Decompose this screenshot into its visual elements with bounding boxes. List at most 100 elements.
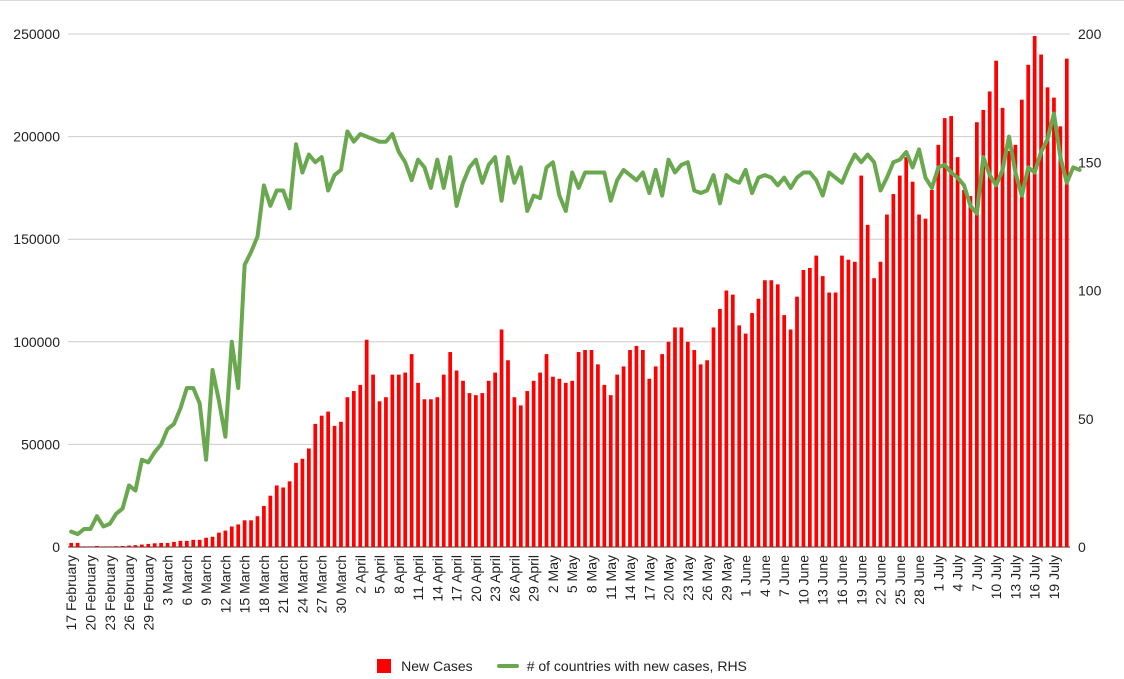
new-cases-bar (846, 259, 851, 547)
new-cases-bar (461, 380, 465, 547)
new-cases-bar (795, 296, 799, 547)
new-cases-bar (897, 175, 902, 547)
x-tick-label: 20 February (82, 555, 98, 630)
new-cases-bar (249, 520, 253, 547)
new-cases-bar (345, 397, 350, 547)
new-cases-bar (429, 399, 433, 547)
new-cases-bar (120, 545, 125, 547)
new-cases-bar (679, 327, 684, 547)
x-tick-label: 17 April (449, 555, 465, 602)
new-cases-bar (596, 364, 600, 547)
x-tick-label: 23 February (102, 555, 118, 630)
new-cases-bar (416, 382, 420, 547)
new-cases-bar (242, 520, 247, 547)
new-cases-bar (865, 224, 870, 547)
new-cases-bar (506, 360, 510, 547)
new-cases-bar (724, 290, 729, 547)
new-cases-bar (808, 267, 812, 547)
x-tick-label: 29 April (526, 555, 542, 602)
countries-line (69, 111, 1082, 537)
new-cases-bar (608, 395, 613, 547)
new-cases-bar (274, 485, 279, 547)
x-tick-label: 4 June (757, 555, 773, 597)
legend-item-new-cases: New Cases (377, 658, 473, 674)
new-cases-bar (602, 384, 607, 547)
new-cases-bar (313, 423, 318, 547)
new-cases-bar (531, 380, 536, 547)
new-cases-bars (69, 36, 1069, 548)
new-cases-bar (69, 542, 74, 547)
new-cases-bar (281, 487, 286, 547)
left-tick-label: 100000 (13, 334, 60, 350)
x-tick-label: 18 March (256, 555, 272, 613)
x-tick-label: 10 June (795, 555, 811, 605)
new-cases-bar (178, 540, 183, 547)
new-cases-bar (294, 462, 298, 547)
new-cases-bar (872, 278, 876, 547)
gridlines (68, 33, 1070, 548)
x-tick-label: 15 March (237, 555, 253, 613)
new-cases-bar (551, 376, 555, 547)
new-cases-bar (525, 391, 530, 547)
new-cases-bar (910, 181, 915, 547)
new-cases-bar (692, 350, 697, 547)
new-cases-bar (486, 380, 491, 547)
legend-swatch-countries (496, 664, 519, 668)
new-cases-bar (358, 384, 363, 547)
new-cases-bar (538, 372, 542, 547)
new-cases-bar (1039, 54, 1043, 548)
x-tick-label: 5 April (372, 555, 388, 594)
legend-swatch-new-cases (377, 659, 392, 673)
new-cases-bar (191, 539, 196, 547)
new-cases-bar (942, 118, 947, 547)
right-axis-ticks: 0 50 100 150 200 (1078, 26, 1102, 555)
left-tick-label: 50000 (21, 436, 60, 452)
x-tick-label: 8 April (391, 555, 407, 594)
new-cases-bar (730, 294, 735, 547)
new-cases-bar (987, 91, 992, 548)
new-cases-bar (217, 532, 221, 547)
new-cases-bar (949, 116, 954, 547)
new-cases-bar (641, 350, 645, 547)
new-cases-bar (152, 543, 157, 547)
x-tick-label: 22 June (873, 555, 889, 605)
right-tick-label: 0 (1078, 539, 1086, 555)
new-cases-bar (621, 366, 626, 547)
new-cases-bar (101, 546, 106, 547)
new-cases-bar (743, 333, 748, 547)
new-cases-bar (371, 374, 375, 547)
new-cases-bar (454, 370, 459, 547)
new-cases-bar (750, 313, 754, 547)
new-cases-bar (75, 542, 80, 547)
new-cases-bar (994, 60, 998, 548)
x-tick-label: 17 February (63, 555, 79, 630)
x-tick-label: 3 March (160, 555, 176, 606)
x-tick-label: 28 June (911, 555, 927, 605)
new-cases-bar (236, 524, 241, 547)
x-tick-label: 11 May (603, 555, 619, 600)
new-cases-bar (499, 329, 504, 547)
new-cases-bar (930, 189, 934, 547)
x-tick-label: 11 April (410, 555, 426, 601)
new-cases-bar (840, 255, 844, 547)
new-cases-bar (698, 364, 703, 547)
new-cases-bar (300, 458, 305, 547)
new-cases-bar (1013, 144, 1018, 548)
x-tick-label: 10 July (988, 555, 1004, 599)
new-cases-bar (718, 308, 722, 547)
new-cases-bar (133, 545, 138, 547)
x-tick-label: 16 July (1027, 555, 1043, 599)
new-cases-bar (351, 391, 356, 547)
new-cases-bar (1019, 99, 1024, 547)
new-cases-bar (634, 345, 639, 547)
new-cases-bar (583, 350, 587, 547)
new-cases-bar (814, 255, 819, 547)
new-cases-bar (570, 380, 575, 547)
x-tick-label: 29 May (718, 555, 734, 601)
x-tick-label: 23 April (487, 555, 503, 602)
new-cases-bar (878, 261, 883, 547)
x-tick-label: 29 February (140, 555, 156, 630)
new-cases-bar (114, 546, 119, 547)
new-cases-bar (197, 539, 202, 547)
chart: 0 50000 100000 150000 200000 250000 0 50 100 150… (13, 26, 1102, 630)
